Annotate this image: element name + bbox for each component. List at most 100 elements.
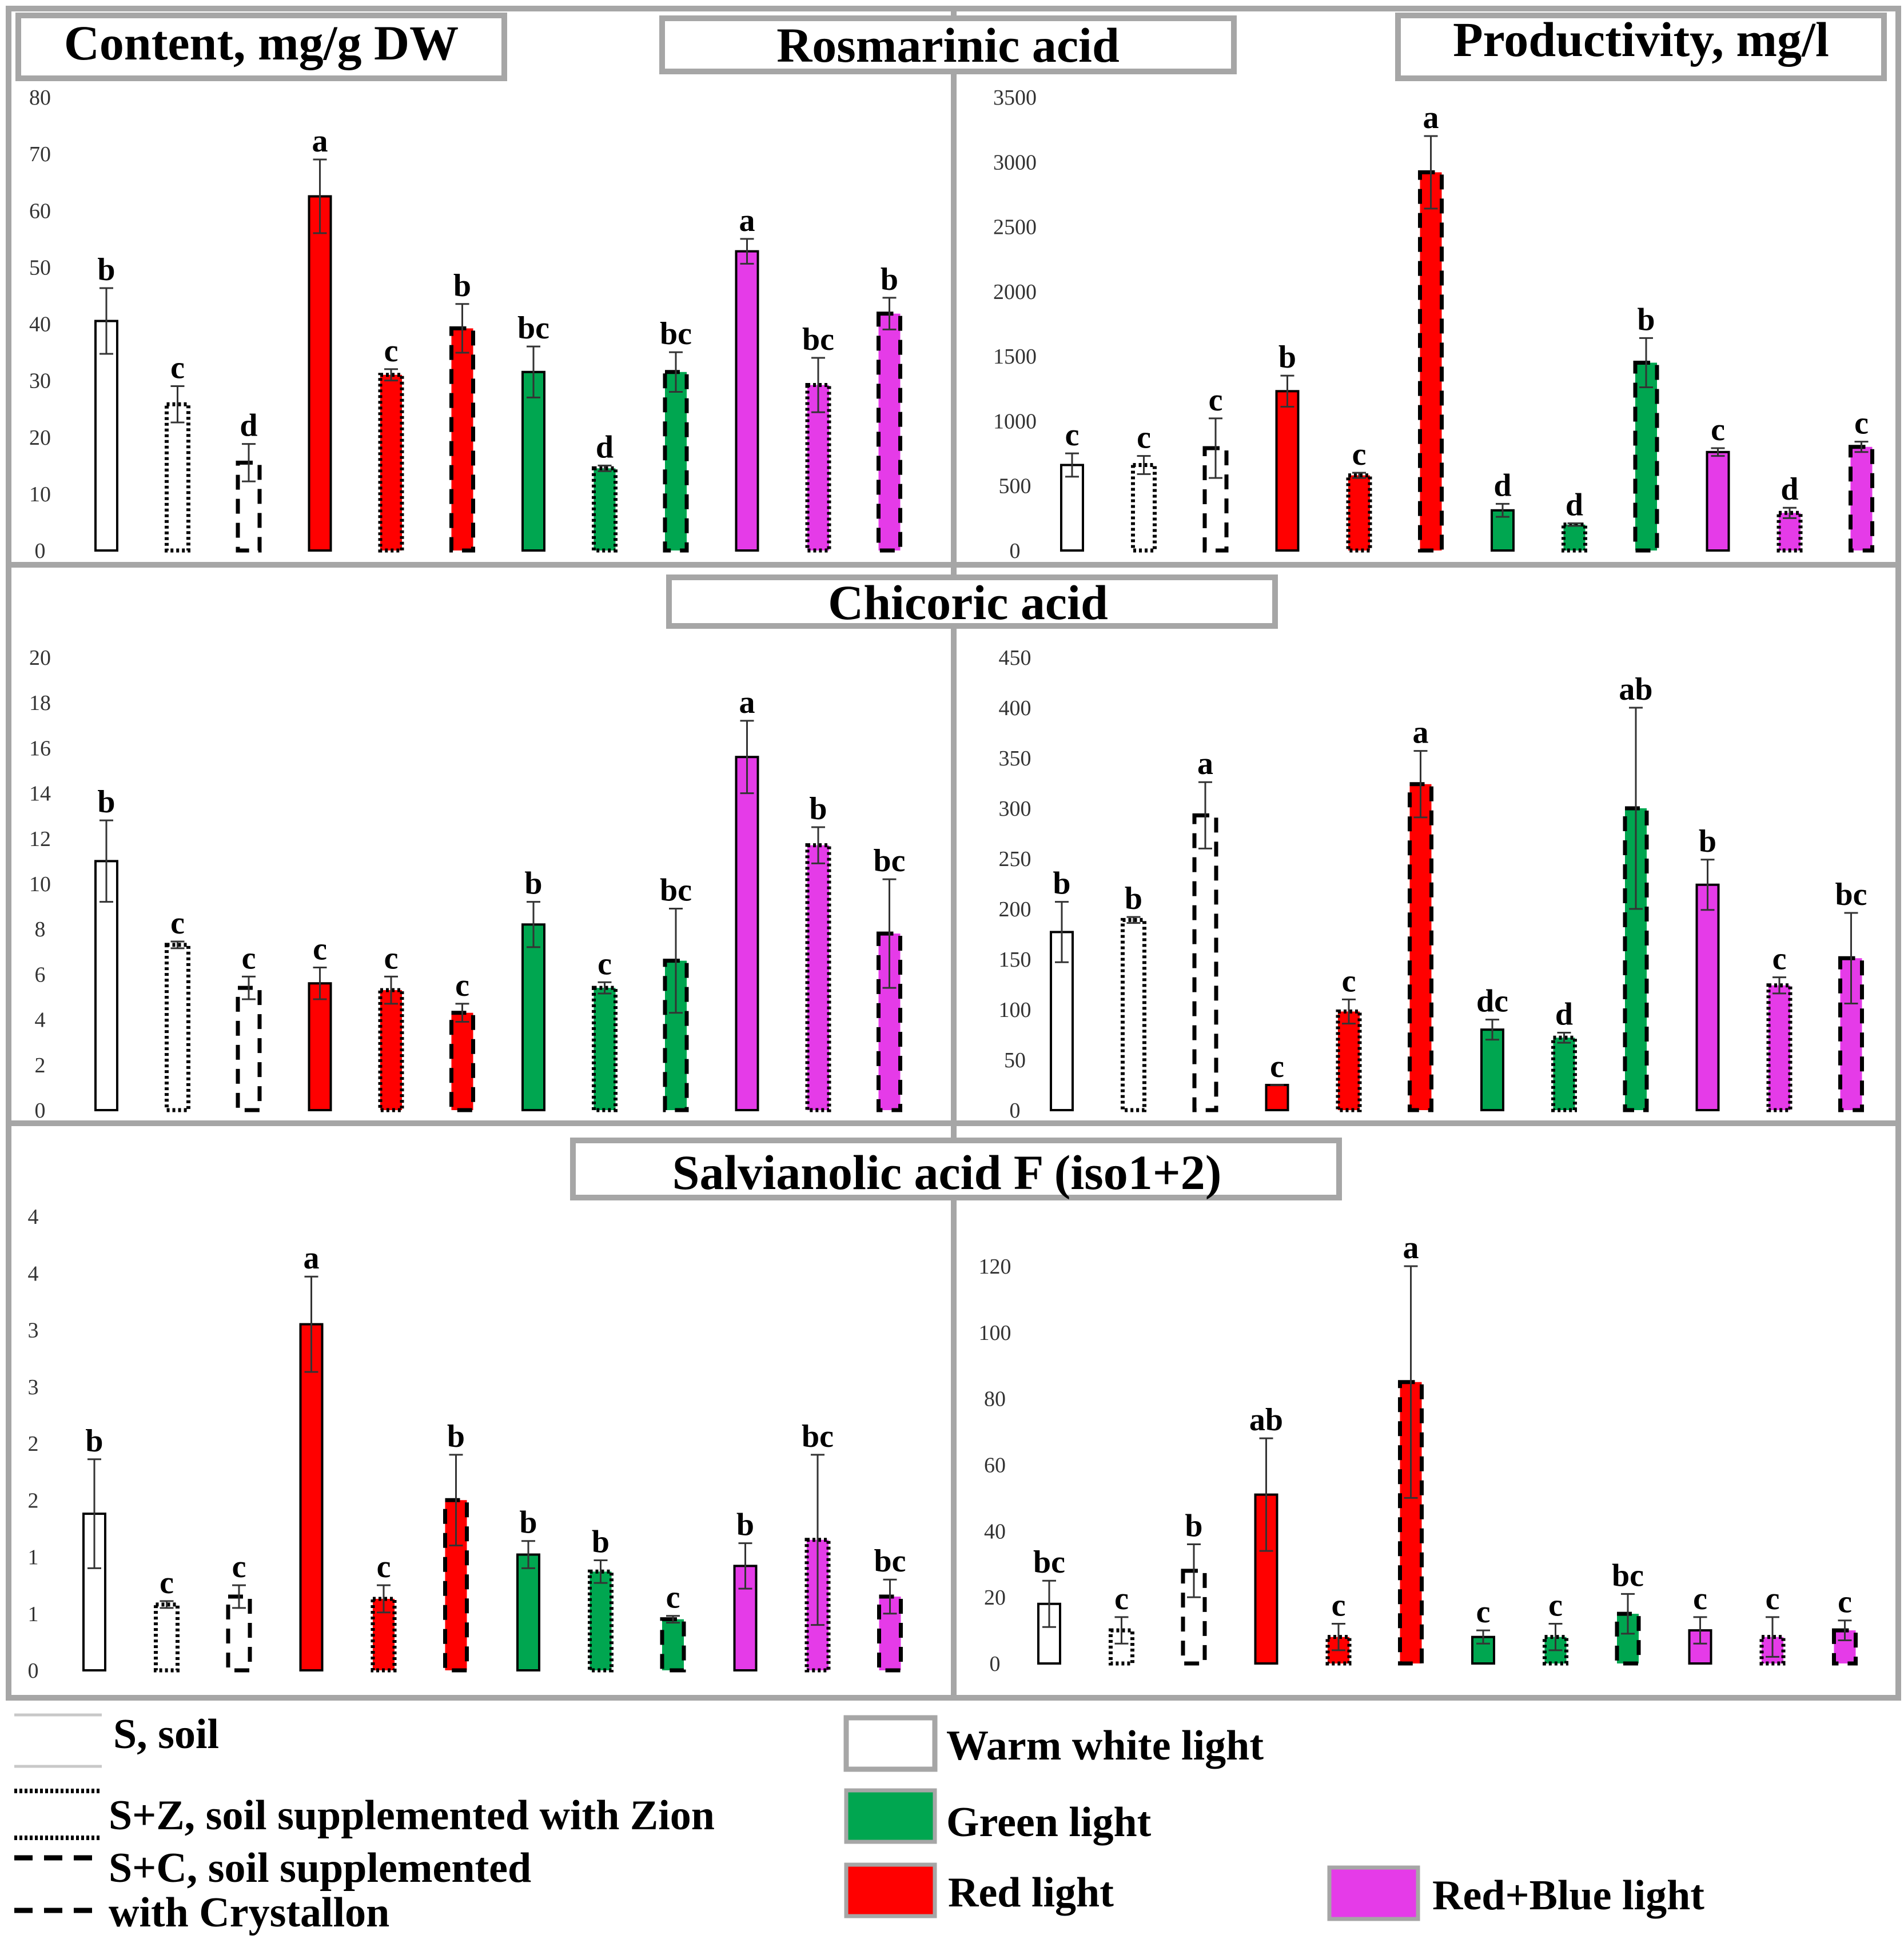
y-tick-label: 0	[35, 1099, 46, 1123]
significance-label: b	[524, 866, 542, 901]
y-tick-label: 250	[999, 847, 1031, 871]
significance-label: c	[598, 946, 612, 982]
significance-label: d	[1780, 472, 1798, 507]
y-tick-label: 450	[999, 646, 1031, 670]
header-content-label: Content, mg/g DW	[64, 15, 459, 70]
bar	[1633, 360, 1659, 553]
legend-soil-s: S, soil	[14, 1711, 219, 1768]
legend-redblue-label: Red+Blue light	[1432, 1872, 1704, 1919]
error-bar	[593, 1559, 608, 1584]
error-bar	[1042, 1579, 1056, 1628]
significance-label: c	[1711, 412, 1725, 448]
significance-label: c	[666, 1580, 680, 1615]
bar	[1131, 462, 1157, 553]
significance-label: bc	[1033, 1545, 1065, 1580]
y-tick-label: 100	[999, 998, 1031, 1022]
bar	[1766, 983, 1793, 1112]
error-bar	[598, 981, 612, 995]
significance-label: c	[1766, 1581, 1780, 1617]
error-bar	[384, 975, 398, 1005]
bar	[378, 988, 404, 1112]
significance-label: bc	[1835, 877, 1867, 912]
legend-green: Green light	[844, 1788, 1152, 1846]
error-bar	[669, 908, 683, 1014]
error-bar	[1783, 506, 1797, 519]
significance-label: b	[1053, 866, 1070, 901]
bar	[805, 843, 831, 1112]
significance-label: bc	[660, 316, 692, 352]
significance-label: c	[1352, 437, 1367, 472]
significance-label: d	[1493, 468, 1511, 503]
y-tick-label: 20	[984, 1586, 1006, 1610]
legend-warm-swatch	[843, 1715, 938, 1772]
error-bar	[811, 1454, 824, 1626]
legend-red-label: Red light	[948, 1869, 1114, 1916]
error-bar	[1424, 135, 1438, 210]
legend: S, soil S+Z, soil supplemented with Zion…	[14, 1711, 1704, 1936]
bar	[1408, 782, 1433, 1112]
bar	[1480, 1028, 1504, 1111]
error-bar	[1332, 1623, 1345, 1651]
significance-label: b	[1699, 824, 1716, 859]
y-tick-label: 10	[29, 872, 51, 896]
error-bar	[883, 1578, 897, 1615]
y-tick-label: 0	[35, 539, 46, 563]
significance-label: b	[519, 1505, 537, 1541]
error-bar	[882, 297, 897, 330]
y-tick-label: 60	[984, 1454, 1006, 1478]
error-bar	[1187, 1543, 1201, 1598]
bar	[588, 1569, 614, 1673]
y-tick-label: 8	[35, 917, 46, 941]
significance-label: b	[97, 784, 115, 820]
error-bar	[1476, 1629, 1490, 1645]
significance-label: b	[1125, 881, 1142, 916]
header-content: Content, mg/g DW	[15, 13, 507, 81]
significance-label: a	[304, 1240, 320, 1276]
error-bar	[1198, 781, 1212, 849]
significance-label: c	[384, 333, 399, 369]
y-tick-label: 3	[28, 1375, 39, 1399]
bar	[521, 370, 545, 552]
y-tick-label: 0	[1010, 539, 1021, 563]
significance-label: c	[377, 1549, 391, 1585]
y-tick-label: 4	[28, 1205, 39, 1229]
significance-label: c	[1854, 406, 1869, 441]
significance-label: c	[232, 1549, 246, 1585]
y-tick-label: 2500	[993, 216, 1037, 240]
y-tick-label: 20	[29, 426, 51, 450]
significance-label: d	[1555, 996, 1573, 1032]
chart-5: 0 20 40 60 80 100 120 bc c b ab c a c c bc c c c	[979, 1230, 1858, 1676]
error-bar	[313, 158, 327, 234]
error-bar	[1557, 1031, 1571, 1044]
error-bar	[1639, 337, 1653, 389]
bar	[592, 466, 618, 553]
y-tick-label: 3000	[993, 150, 1037, 174]
significance-label: c	[1065, 417, 1080, 453]
error-bar	[1114, 1616, 1129, 1645]
significance-label: bc	[874, 1543, 906, 1579]
significance-label: a	[1423, 100, 1439, 135]
title-chicoric-label: Chicoric acid	[828, 575, 1108, 630]
legend-warm: Warm white light	[843, 1715, 1264, 1772]
title-salvianolic-label: Salvianolic acid F (iso1+2)	[672, 1145, 1222, 1200]
y-tick-label: 2	[28, 1432, 39, 1456]
bar	[308, 982, 332, 1111]
bar	[663, 370, 689, 553]
y-tick-label: 50	[29, 256, 51, 280]
significance-label: dc	[1476, 984, 1508, 1019]
bar	[1121, 917, 1146, 1112]
significance-label: bc	[802, 322, 834, 357]
error-bar	[1629, 707, 1643, 910]
error-bar	[1772, 976, 1786, 995]
error-bar	[1854, 441, 1869, 453]
error-bar	[1352, 472, 1366, 479]
error-bar	[455, 303, 469, 354]
legend-soil-sz-label: S+Z, soil supplemented with Zion	[109, 1792, 715, 1839]
significance-label: c	[455, 968, 469, 1003]
significance-label: b	[592, 1524, 610, 1559]
bar	[308, 195, 332, 552]
error-bar	[232, 1584, 246, 1609]
bar	[236, 986, 262, 1112]
